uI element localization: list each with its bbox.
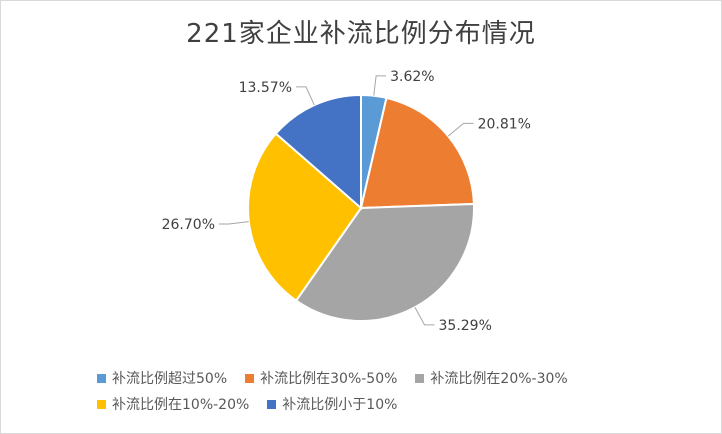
pie-chart: 3.62% 20.81% 35.29% 26.70% 13.57% <box>162 69 531 334</box>
legend-item: 补流比例在10%-20% <box>97 393 249 415</box>
leader-line <box>219 221 249 225</box>
data-label: 26.70% <box>162 217 215 233</box>
pie-slice <box>247 132 363 302</box>
leader-line <box>447 122 474 137</box>
legend-label: 补流比例小于10% <box>282 397 398 413</box>
legend-swatch <box>245 373 255 383</box>
leader-line <box>414 307 435 326</box>
legend-item: 补流比例超过50% <box>97 367 227 389</box>
pie-slice <box>359 96 475 210</box>
leader-line <box>296 86 315 106</box>
chart-legend: 补流比例超过50% 补流比例在30%-50% 补流比例在20%-30% 补流比例在10… <box>97 367 677 415</box>
data-label: 35.29% <box>439 318 492 334</box>
data-label: 3.62% <box>390 69 434 85</box>
data-label: 20.81% <box>478 116 531 132</box>
legend-label: 补流比例在30%-50% <box>260 371 398 387</box>
legend-swatch <box>97 373 106 383</box>
legend-label: 补流比例在20%-30% <box>430 371 568 387</box>
leader-line <box>373 75 387 96</box>
pie-slice <box>274 93 362 211</box>
legend-swatch <box>415 373 425 383</box>
legend-swatch <box>97 399 106 409</box>
legend-label: 补流比例超过50% <box>112 371 228 387</box>
pie-slice <box>294 202 475 323</box>
chart-title: 221家企业补流比例分布情况 <box>186 19 536 49</box>
legend-item: 补流比例在30%-50% <box>245 367 397 389</box>
legend-item: 补流比例在20%-30% <box>415 367 568 389</box>
legend-item: 补流比例小于10% <box>267 393 397 415</box>
data-label: 13.57% <box>239 80 292 96</box>
legend-label: 补流比例在10%-20% <box>112 397 250 413</box>
legend-swatch <box>267 399 277 409</box>
